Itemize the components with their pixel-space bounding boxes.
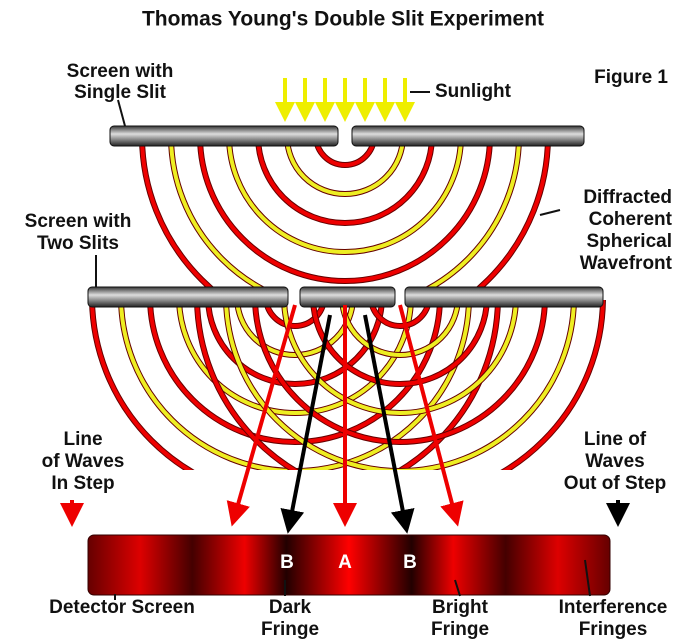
label: Screen with — [67, 61, 174, 82]
label: Spherical — [586, 231, 672, 252]
wave — [200, 136, 490, 281]
wave — [150, 297, 440, 442]
label: Fringe — [431, 619, 489, 640]
label: Waves — [585, 451, 645, 472]
fringe-mark: A — [338, 552, 352, 573]
label: Out of Step — [564, 473, 666, 494]
wave — [258, 136, 432, 223]
label: Screen with — [25, 211, 132, 232]
wave — [255, 297, 545, 442]
label: Detector Screen — [49, 597, 195, 618]
fringe-mark: B — [403, 552, 417, 573]
label: Wavefront — [580, 253, 673, 274]
label: Bright — [432, 597, 489, 618]
figure-label: Figure 1 — [594, 67, 668, 88]
diagram: Thomas Young's Double Slit Experiment Fi… — [0, 0, 685, 643]
label: Dark — [269, 597, 312, 618]
label: Line — [63, 429, 102, 450]
label: Two Slits — [37, 233, 119, 254]
wave — [200, 136, 490, 281]
label: Single Slit — [74, 82, 167, 103]
label: of Waves — [42, 451, 125, 472]
wavefront-2 — [92, 297, 603, 500]
label: Fringe — [261, 619, 319, 640]
sunlight-arrows — [285, 78, 405, 112]
fringe-mark: B — [280, 552, 294, 573]
wave — [255, 297, 545, 442]
label: Sunlight — [435, 81, 512, 102]
label: Fringes — [579, 619, 648, 640]
label: Diffracted — [583, 187, 672, 208]
wave — [150, 297, 440, 442]
label: In Step — [51, 473, 114, 494]
label: Coherent — [589, 209, 673, 230]
label: Interference — [559, 597, 668, 618]
title: Thomas Young's Double Slit Experiment — [142, 8, 544, 31]
label: Line of — [584, 429, 647, 450]
wave — [258, 136, 432, 223]
